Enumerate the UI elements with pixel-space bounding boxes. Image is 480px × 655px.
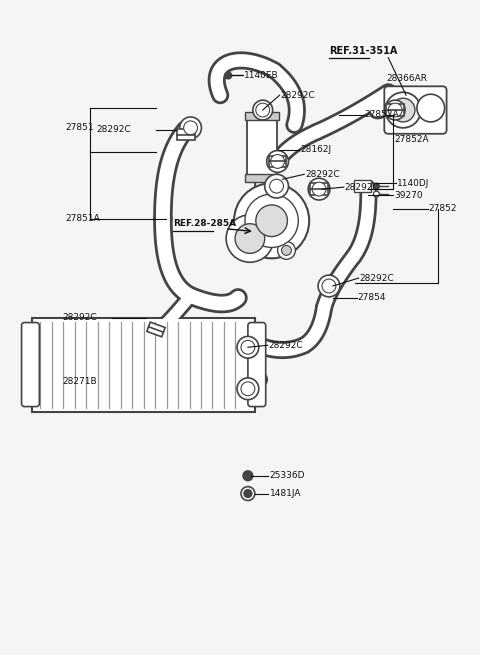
Circle shape [267, 151, 288, 172]
Text: 39270: 39270 [394, 191, 423, 200]
Circle shape [391, 98, 415, 122]
Circle shape [225, 72, 231, 79]
Circle shape [245, 194, 298, 248]
Bar [310, 183, 328, 195]
Circle shape [308, 178, 330, 200]
Text: 28292C: 28292C [96, 125, 132, 134]
Text: 28271B: 28271B [62, 377, 96, 386]
Circle shape [385, 92, 421, 128]
Bar [245, 174, 278, 182]
Circle shape [237, 337, 259, 358]
FancyBboxPatch shape [22, 322, 39, 407]
FancyBboxPatch shape [248, 322, 266, 407]
Text: 28366AR: 28366AR [386, 74, 427, 83]
Circle shape [244, 489, 252, 498]
Text: 27852A: 27852A [364, 111, 399, 119]
Circle shape [385, 100, 405, 120]
Text: 1140EB: 1140EB [244, 71, 278, 80]
Circle shape [241, 487, 255, 500]
Circle shape [241, 341, 255, 354]
Circle shape [253, 100, 273, 120]
Circle shape [322, 279, 336, 293]
Circle shape [243, 471, 253, 481]
Circle shape [312, 182, 326, 196]
Circle shape [234, 183, 309, 258]
Circle shape [235, 224, 264, 253]
Circle shape [270, 179, 284, 193]
Text: 28162J: 28162J [300, 145, 331, 154]
Bar [245, 112, 278, 120]
Circle shape [417, 94, 444, 122]
Circle shape [277, 242, 295, 259]
Circle shape [256, 205, 288, 236]
Text: 28292C: 28292C [269, 341, 303, 350]
Text: 27852A: 27852A [394, 135, 429, 144]
Circle shape [388, 103, 402, 117]
Text: 27851A: 27851A [65, 214, 100, 223]
Text: 27851: 27851 [65, 123, 94, 132]
Circle shape [241, 382, 255, 396]
Circle shape [226, 215, 274, 262]
Bar [247, 115, 276, 179]
Circle shape [281, 246, 291, 255]
Text: 28292C: 28292C [62, 313, 96, 322]
Circle shape [373, 183, 379, 189]
Circle shape [180, 117, 202, 139]
Text: 27852: 27852 [429, 204, 457, 214]
Text: 28292C: 28292C [280, 91, 315, 100]
Bar [269, 155, 287, 168]
Circle shape [271, 155, 285, 168]
Circle shape [264, 174, 288, 198]
Text: 28292C: 28292C [345, 183, 379, 192]
Text: 1140DJ: 1140DJ [397, 179, 430, 188]
Bar [354, 180, 372, 192]
Text: 1481JA: 1481JA [270, 489, 301, 498]
FancyBboxPatch shape [384, 86, 446, 134]
Circle shape [373, 191, 379, 197]
Text: 28292C: 28292C [360, 274, 394, 282]
Bar [147, 322, 165, 337]
Circle shape [184, 121, 197, 135]
Circle shape [318, 275, 340, 297]
Bar [177, 129, 194, 140]
Text: 28292C: 28292C [305, 170, 340, 179]
Text: REF.28-285A: REF.28-285A [173, 219, 236, 228]
Text: 27854: 27854 [358, 293, 386, 303]
Circle shape [256, 103, 270, 117]
Text: REF.31-351A: REF.31-351A [329, 46, 397, 56]
Bar [386, 104, 404, 116]
Bar [33, 318, 255, 411]
Circle shape [237, 378, 259, 400]
Text: 25336D: 25336D [270, 471, 305, 480]
